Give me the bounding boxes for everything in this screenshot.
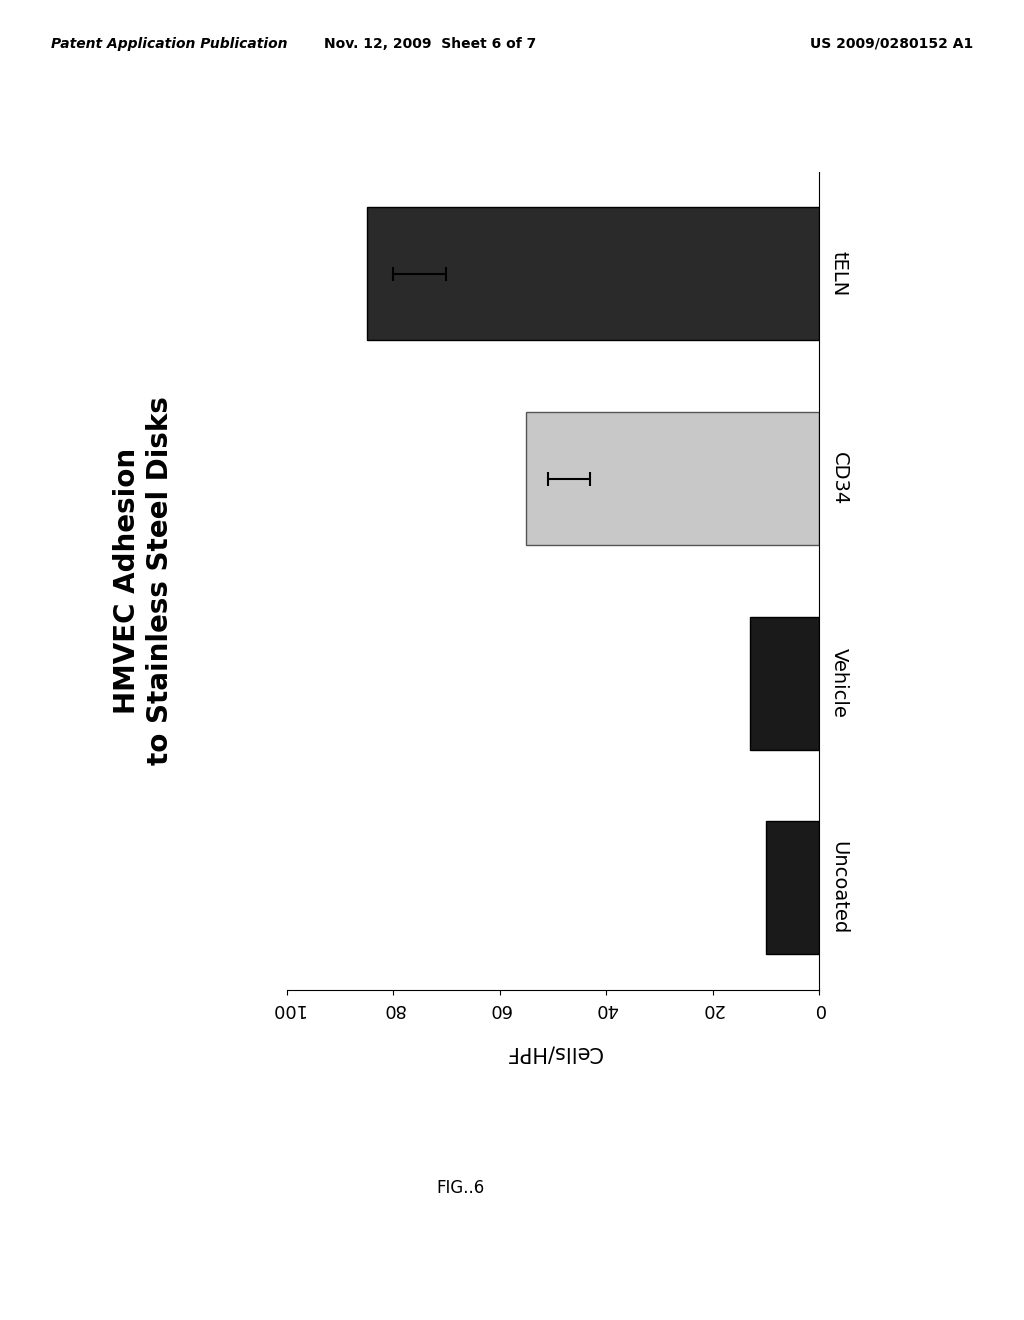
Bar bbox=[750, 616, 819, 750]
Bar bbox=[367, 207, 819, 341]
Bar bbox=[766, 821, 819, 954]
Text: CD34: CD34 bbox=[829, 451, 849, 506]
X-axis label: Cells/HPF: Cells/HPF bbox=[505, 1043, 601, 1063]
Text: Nov. 12, 2009  Sheet 6 of 7: Nov. 12, 2009 Sheet 6 of 7 bbox=[324, 37, 537, 51]
Text: Vehicle: Vehicle bbox=[829, 648, 849, 718]
Text: FIG..6: FIG..6 bbox=[436, 1179, 485, 1197]
Text: HMVEC Adhesion
to Stainless Steel Disks: HMVEC Adhesion to Stainless Steel Disks bbox=[114, 396, 173, 766]
Text: Uncoated: Uncoated bbox=[829, 841, 849, 935]
Text: tELN: tELN bbox=[829, 251, 849, 297]
Text: US 2009/0280152 A1: US 2009/0280152 A1 bbox=[810, 37, 973, 51]
Bar bbox=[526, 412, 819, 545]
Text: Patent Application Publication: Patent Application Publication bbox=[51, 37, 288, 51]
